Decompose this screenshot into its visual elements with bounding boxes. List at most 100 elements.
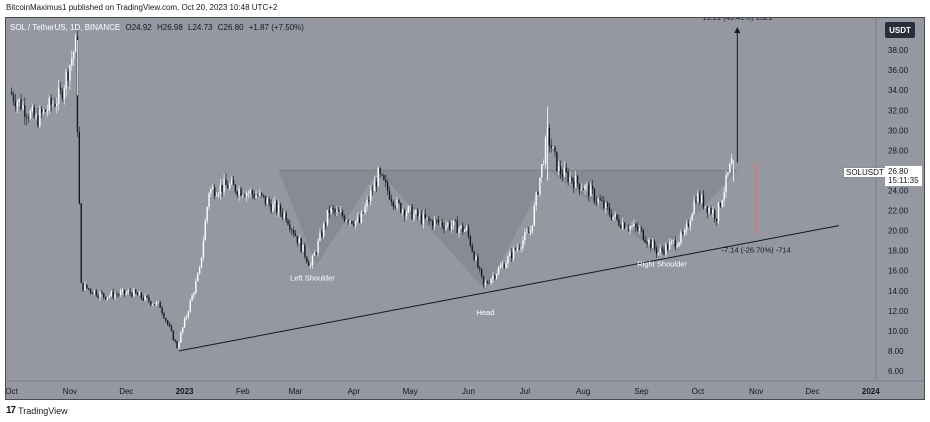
candle-body: [385, 180, 387, 183]
chart-panel[interactable]: Left Shoulder Head Right Shoulder 13.21 (49…: [5, 17, 925, 400]
candle-body: [283, 213, 285, 218]
candle-body: [383, 175, 385, 181]
candle-body: [232, 180, 235, 185]
candle: [39, 105, 41, 129]
candle: [225, 173, 227, 186]
candle: [236, 190, 238, 199]
candle-body: [285, 213, 287, 221]
candle-body: [161, 307, 163, 314]
change-value: +1.87 (+7.50%): [248, 23, 304, 32]
candle-body: [595, 201, 598, 203]
candle-body: [176, 341, 178, 349]
candle: [69, 64, 71, 90]
candle-body: [135, 289, 137, 294]
candle: [251, 189, 253, 199]
candle: [567, 168, 569, 186]
candle: [576, 174, 579, 188]
candle-body: [610, 214, 613, 220]
candle: [277, 200, 280, 218]
candle-body: [20, 99, 22, 110]
candle-body: [125, 292, 128, 295]
candle-body: [584, 185, 586, 190]
candle-body: [56, 103, 58, 107]
candle: [336, 205, 338, 217]
candle: [200, 257, 203, 269]
candle: [495, 273, 498, 281]
candle-body: [621, 222, 624, 229]
candle: [667, 242, 669, 253]
candle-body: [484, 282, 487, 285]
candle: [185, 314, 188, 321]
candle: [54, 97, 56, 108]
candle: [386, 179, 389, 195]
candle: [578, 183, 581, 196]
candle-body: [324, 223, 327, 225]
candle: [497, 266, 500, 275]
candle-body: [635, 224, 637, 228]
candle: [368, 195, 370, 205]
x-tick-label: Dec: [119, 387, 133, 396]
candle-body: [712, 210, 714, 214]
candle: [161, 305, 163, 316]
candle-body: [565, 167, 567, 172]
candle: [260, 192, 263, 198]
candle-body: [715, 218, 718, 221]
candle: [18, 98, 20, 107]
candle-body: [230, 180, 233, 185]
candle: [595, 196, 598, 206]
candle-body: [702, 195, 705, 208]
candle: [715, 218, 718, 226]
candle: [537, 191, 539, 196]
candle-body: [629, 226, 631, 230]
candle-body: [638, 228, 641, 231]
candle: [71, 50, 73, 71]
y-tick-label: 38.00: [888, 46, 909, 55]
candle: [37, 107, 39, 129]
candle: [702, 190, 705, 211]
candle: [586, 181, 588, 192]
candle: [330, 206, 332, 215]
candle-body: [121, 289, 124, 292]
candle-body: [529, 231, 532, 233]
candle-body: [185, 316, 188, 319]
candle-body: [366, 199, 368, 207]
candle-body: [140, 292, 143, 298]
candle-body: [443, 226, 445, 229]
candle: [287, 218, 289, 226]
candle: [477, 253, 479, 269]
candle: [78, 126, 81, 205]
footer-brand[interactable]: 17 TradingView: [6, 405, 68, 416]
candle-body: [432, 220, 434, 227]
candle: [12, 90, 15, 106]
candle: [706, 205, 708, 219]
stop-label: -7.14 (-26.70%) -714: [722, 246, 791, 255]
candle-body: [730, 158, 733, 165]
candle-body: [618, 219, 620, 226]
candle-body: [338, 210, 340, 212]
candle: [210, 187, 212, 197]
candle-body: [332, 207, 334, 210]
candle-body: [650, 239, 652, 248]
right-shoulder-label: Right Shoulder: [637, 260, 687, 269]
candle-body: [495, 274, 498, 279]
candle: [394, 204, 396, 211]
candle: [700, 194, 703, 205]
candle: [266, 197, 269, 204]
candle: [292, 226, 295, 238]
x-tick-label: Aug: [576, 387, 590, 396]
candle-body: [689, 220, 692, 227]
candle-body: [129, 291, 131, 294]
candle: [644, 235, 646, 244]
candle-body: [74, 35, 77, 53]
candle: [689, 216, 692, 231]
candle: [315, 251, 317, 256]
candle: [144, 293, 146, 302]
candle-body: [276, 201, 278, 213]
candle-body: [415, 210, 417, 214]
candle: [682, 229, 684, 237]
candle: [208, 191, 210, 211]
price-chart[interactable]: Left Shoulder Head Right Shoulder 13.21 (49…: [6, 18, 924, 399]
currency-badge[interactable]: USDT: [885, 22, 915, 38]
candle: [59, 82, 62, 95]
candle-body: [309, 265, 312, 266]
